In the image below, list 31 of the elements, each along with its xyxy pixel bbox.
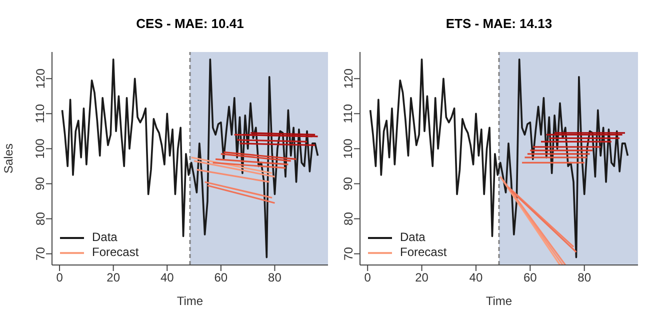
x-tick-label: 0 [56,270,64,285]
legend-label: Forecast [400,245,447,260]
y-tick-label: 90 [341,176,356,190]
x-axis-title: Time [176,294,204,308]
y-axis-title: Sales [1,143,16,174]
y-tick-label: 120 [341,68,356,89]
x-tick-label: 20 [106,270,120,285]
y-tick-label: 100 [33,138,48,159]
legend-label: Data [92,230,118,245]
y-tick-label: 120 [33,68,48,89]
x-tick-label: 20 [415,270,429,285]
y-tick-label: 80 [341,212,356,226]
y-tick-label: 110 [341,104,356,124]
x-tick-label: 40 [160,270,174,285]
x-tick-label: 60 [214,270,228,285]
chart-title: CES - MAE: 10.41 [135,16,245,31]
x-tick-label: 80 [268,270,282,285]
chart-title: ETS - MAE: 14.13 [444,16,554,31]
y-tick-label: 80 [33,212,48,226]
x-tick-label: 60 [523,270,538,285]
y-tick-label: 70 [341,246,356,260]
x-tick-label: 40 [469,270,483,285]
x-tick-label: 80 [578,270,592,285]
x-axis-title: Time [486,294,512,308]
y-tick-label: 90 [33,176,48,190]
legend-label: Forecast [92,245,139,260]
y-tick-label: 100 [341,138,356,159]
y-tick-label: 110 [33,104,48,124]
legend-label: Data [400,230,426,245]
x-tick-label: 0 [364,270,372,285]
y-tick-label: 70 [33,246,48,260]
